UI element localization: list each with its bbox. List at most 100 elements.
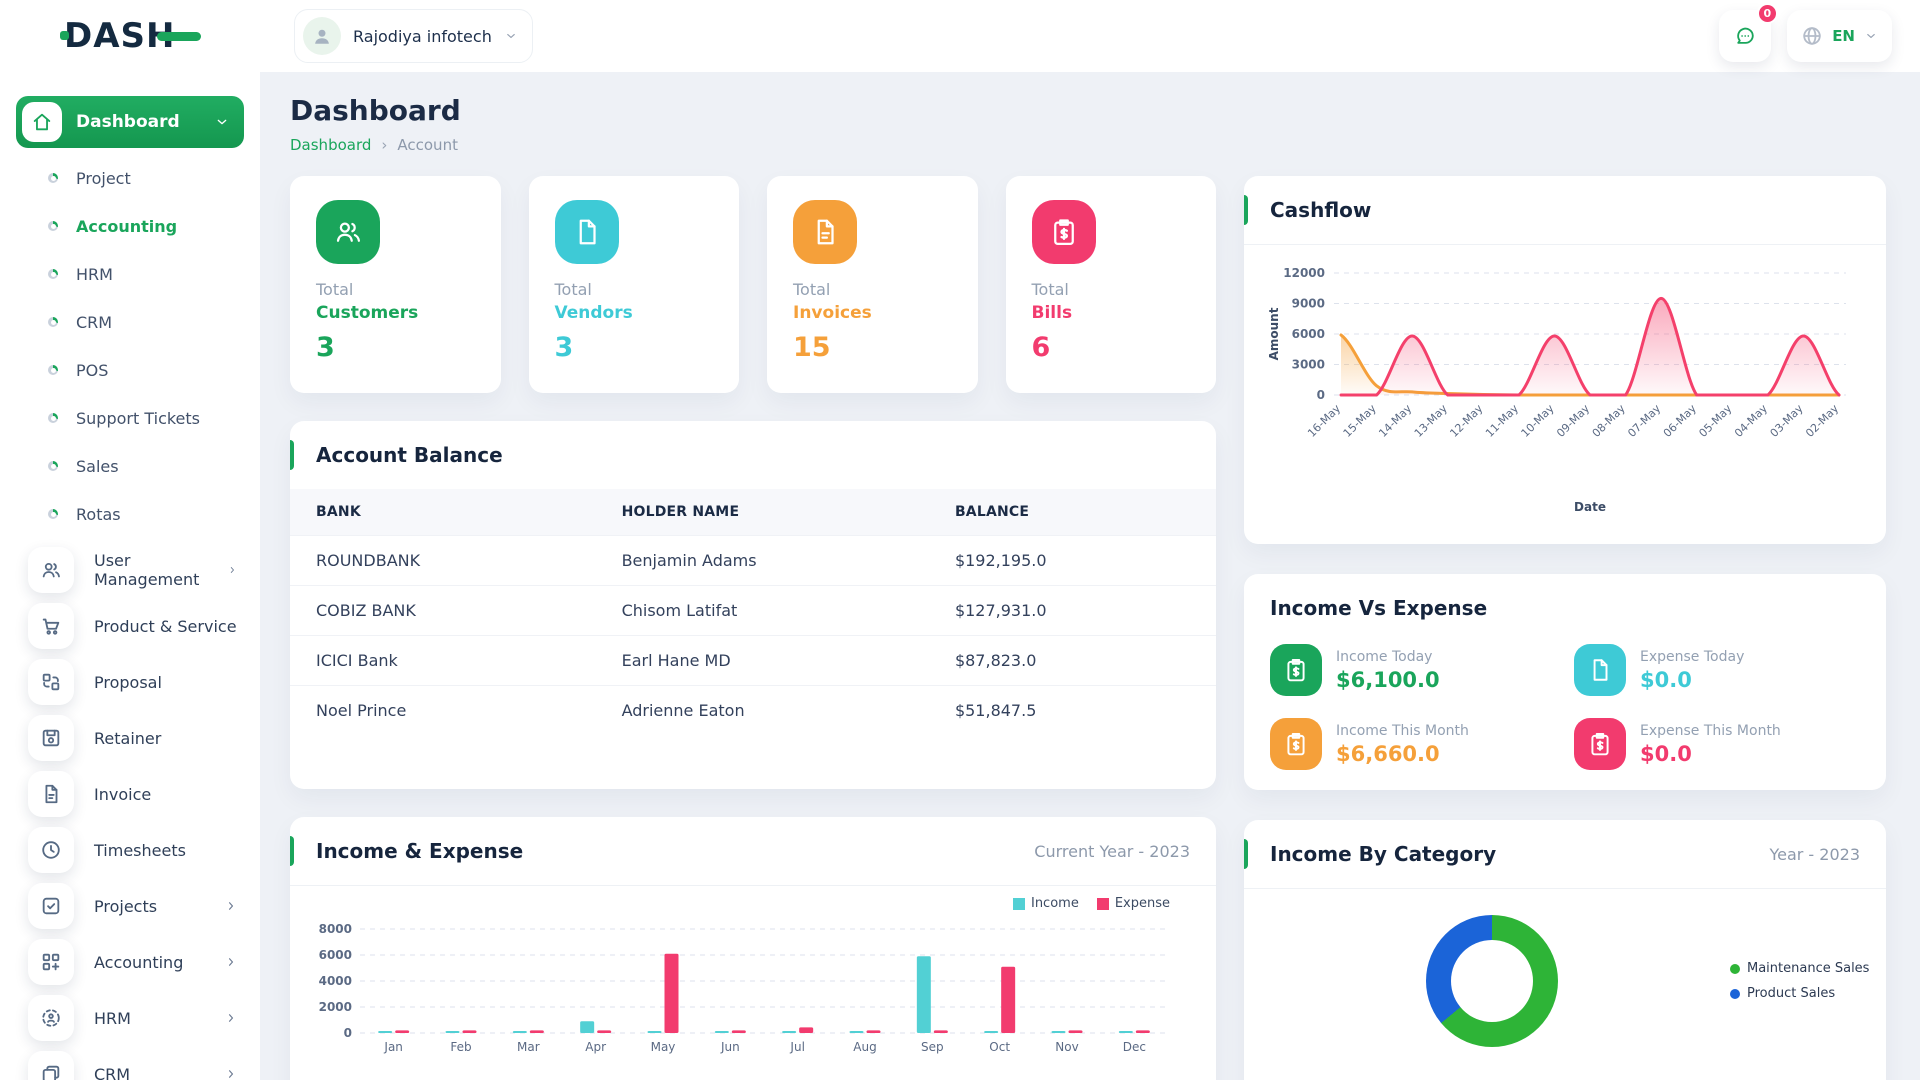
card-title: Income & Expense bbox=[316, 839, 524, 863]
user-menu[interactable]: Rajodiya infotech bbox=[294, 9, 533, 63]
donut-chart: Maintenance Sales Product Sales bbox=[1244, 889, 1886, 1047]
clock-icon bbox=[28, 827, 74, 873]
svg-text:0: 0 bbox=[344, 1026, 352, 1040]
bullet-icon bbox=[48, 173, 58, 183]
bank-cell: COBIZ BANK bbox=[290, 585, 596, 636]
table-row: ROUNDBANK Benjamin Adams $192,195.0 bbox=[290, 535, 1216, 586]
sidebar-item-accounting[interactable]: Accounting bbox=[0, 202, 260, 250]
sidebar-item-user-management[interactable]: User Management bbox=[0, 542, 260, 598]
svg-text:Oct: Oct bbox=[989, 1040, 1010, 1054]
legend-product-sales: Product Sales bbox=[1730, 986, 1869, 1001]
sidebar-item-project[interactable]: Project bbox=[0, 154, 260, 202]
sidebar-item-label: Rotas bbox=[76, 504, 121, 524]
overlap-squares-icon bbox=[28, 1051, 74, 1080]
logo-dash-accent bbox=[157, 32, 202, 41]
legend-expense: Expense bbox=[1096, 896, 1170, 911]
svg-text:4000: 4000 bbox=[319, 974, 352, 988]
sidebar-item-rotas[interactable]: Rotas bbox=[0, 490, 260, 538]
sidebar-item-dashboard[interactable]: Dashboard bbox=[16, 96, 244, 148]
legend-swatch bbox=[1012, 897, 1025, 910]
users-icon bbox=[316, 200, 380, 264]
sidebar-item-label: HRM bbox=[76, 264, 113, 284]
sidebar-item-support-tickets[interactable]: Support Tickets bbox=[0, 394, 260, 442]
breadcrumb-home-link[interactable]: Dashboard bbox=[290, 136, 372, 154]
chevron-right-icon bbox=[228, 1070, 234, 1078]
sidebar-item-projects[interactable]: Projects bbox=[0, 878, 260, 934]
company-name: Rajodiya infotech bbox=[353, 26, 492, 46]
donut-ring bbox=[1426, 915, 1558, 1047]
stat-name: Vendors bbox=[554, 303, 633, 323]
messages-button[interactable]: 0 bbox=[1719, 3, 1779, 62]
clipboard-dollar-icon bbox=[1270, 718, 1322, 770]
sidebar-item-hrm[interactable]: HRM bbox=[0, 250, 260, 298]
sidebar-submenu: Project Accounting HRM CRM POS Support T… bbox=[0, 154, 260, 538]
tile-label: Income This Month bbox=[1336, 722, 1469, 739]
stat-cards: Total Customers 3 Total Vendors 3 Total … bbox=[290, 176, 1216, 393]
users-icon bbox=[28, 547, 74, 593]
stat-label: Total bbox=[554, 280, 592, 299]
home-icon bbox=[22, 102, 62, 142]
svg-text:06-May: 06-May bbox=[1661, 402, 1699, 440]
chevron-down-icon bbox=[507, 33, 515, 39]
file-icon bbox=[1574, 644, 1626, 696]
sidebar-item-label: POS bbox=[76, 360, 109, 380]
language-selector[interactable]: EN bbox=[1787, 10, 1892, 62]
card-title: Income By Category bbox=[1270, 842, 1497, 866]
sidebar-item-crm[interactable]: CRM bbox=[0, 298, 260, 346]
svg-text:Jan: Jan bbox=[383, 1040, 403, 1054]
file-text-icon bbox=[793, 200, 857, 264]
sidebar-item-label: CRM bbox=[76, 312, 113, 332]
sidebar-item-pos[interactable]: POS bbox=[0, 346, 260, 394]
sidebar-item-proposal[interactable]: Proposal bbox=[0, 654, 260, 710]
svg-text:May: May bbox=[651, 1040, 676, 1054]
bank-cell: ICICI Bank bbox=[290, 635, 596, 686]
svg-text:Amount: Amount bbox=[1267, 307, 1281, 360]
income-expense-tiles: Income Today $6,100.0 Expense Today $0.0… bbox=[1244, 642, 1886, 790]
svg-text:9000: 9000 bbox=[1292, 297, 1325, 311]
svg-text:Jun: Jun bbox=[720, 1040, 740, 1054]
holder-cell: Benjamin Adams bbox=[595, 535, 929, 586]
sidebar-item-accounting-module[interactable]: Accounting bbox=[0, 934, 260, 990]
bullet-icon bbox=[48, 509, 58, 519]
svg-text:8000: 8000 bbox=[319, 922, 352, 936]
chat-icon bbox=[1737, 27, 1754, 44]
holder-cell: Earl Hane MD bbox=[595, 635, 929, 686]
bullet-icon bbox=[48, 461, 58, 471]
sidebar-item-retainer[interactable]: Retainer bbox=[0, 710, 260, 766]
sidebar-item-crm-module[interactable]: CRM bbox=[0, 1046, 260, 1080]
svg-text:04-May: 04-May bbox=[1732, 402, 1770, 440]
tile-value: $6,660.0 bbox=[1336, 741, 1440, 766]
sidebar-item-label: Invoice bbox=[94, 784, 152, 804]
svg-text:07-May: 07-May bbox=[1625, 402, 1663, 440]
bank-cell: ROUNDBANK bbox=[290, 535, 596, 586]
bullet-icon bbox=[48, 413, 58, 423]
column-header-bank: BANK bbox=[290, 489, 596, 536]
stat-label: Total bbox=[1031, 280, 1069, 299]
column-header-balance: BALANCE bbox=[928, 489, 1216, 536]
sidebar-item-hrm-module[interactable]: HRM bbox=[0, 990, 260, 1046]
sidebar-item-timesheets[interactable]: Timesheets bbox=[0, 822, 260, 878]
clipboard-dollar-icon bbox=[1270, 644, 1322, 696]
card-subtitle: Year - 2023 bbox=[1769, 844, 1860, 864]
save-icon bbox=[28, 715, 74, 761]
balance-cell: $87,823.0 bbox=[928, 635, 1216, 686]
avatar bbox=[303, 17, 341, 55]
sidebar-item-label: HRM bbox=[94, 1008, 131, 1028]
svg-text:12-May: 12-May bbox=[1447, 402, 1485, 440]
checkbox-icon bbox=[28, 883, 74, 929]
notification-badge: 0 bbox=[1756, 3, 1779, 24]
svg-text:0: 0 bbox=[1317, 388, 1325, 402]
cashflow-card: Cashflow 0 3000 6000 9000 12000 16-May 15-May 1… bbox=[1244, 176, 1886, 544]
sidebar-item-product-service[interactable]: Product & Service bbox=[0, 598, 260, 654]
breadcrumb-current: Account bbox=[397, 136, 458, 154]
sidebar-item-invoice[interactable]: Invoice bbox=[0, 766, 260, 822]
sidebar-item-sales[interactable]: Sales bbox=[0, 442, 260, 490]
tile-label: Expense This Month bbox=[1640, 722, 1781, 739]
stat-name: Invoices bbox=[793, 303, 872, 323]
svg-text:Jul: Jul bbox=[789, 1040, 804, 1054]
svg-text:08-May: 08-May bbox=[1590, 402, 1628, 440]
sidebar-item-label: Accounting bbox=[94, 952, 184, 972]
grid-plus-icon bbox=[28, 939, 74, 985]
legend-swatch bbox=[1096, 897, 1109, 910]
svg-text:02-May: 02-May bbox=[1803, 402, 1841, 440]
